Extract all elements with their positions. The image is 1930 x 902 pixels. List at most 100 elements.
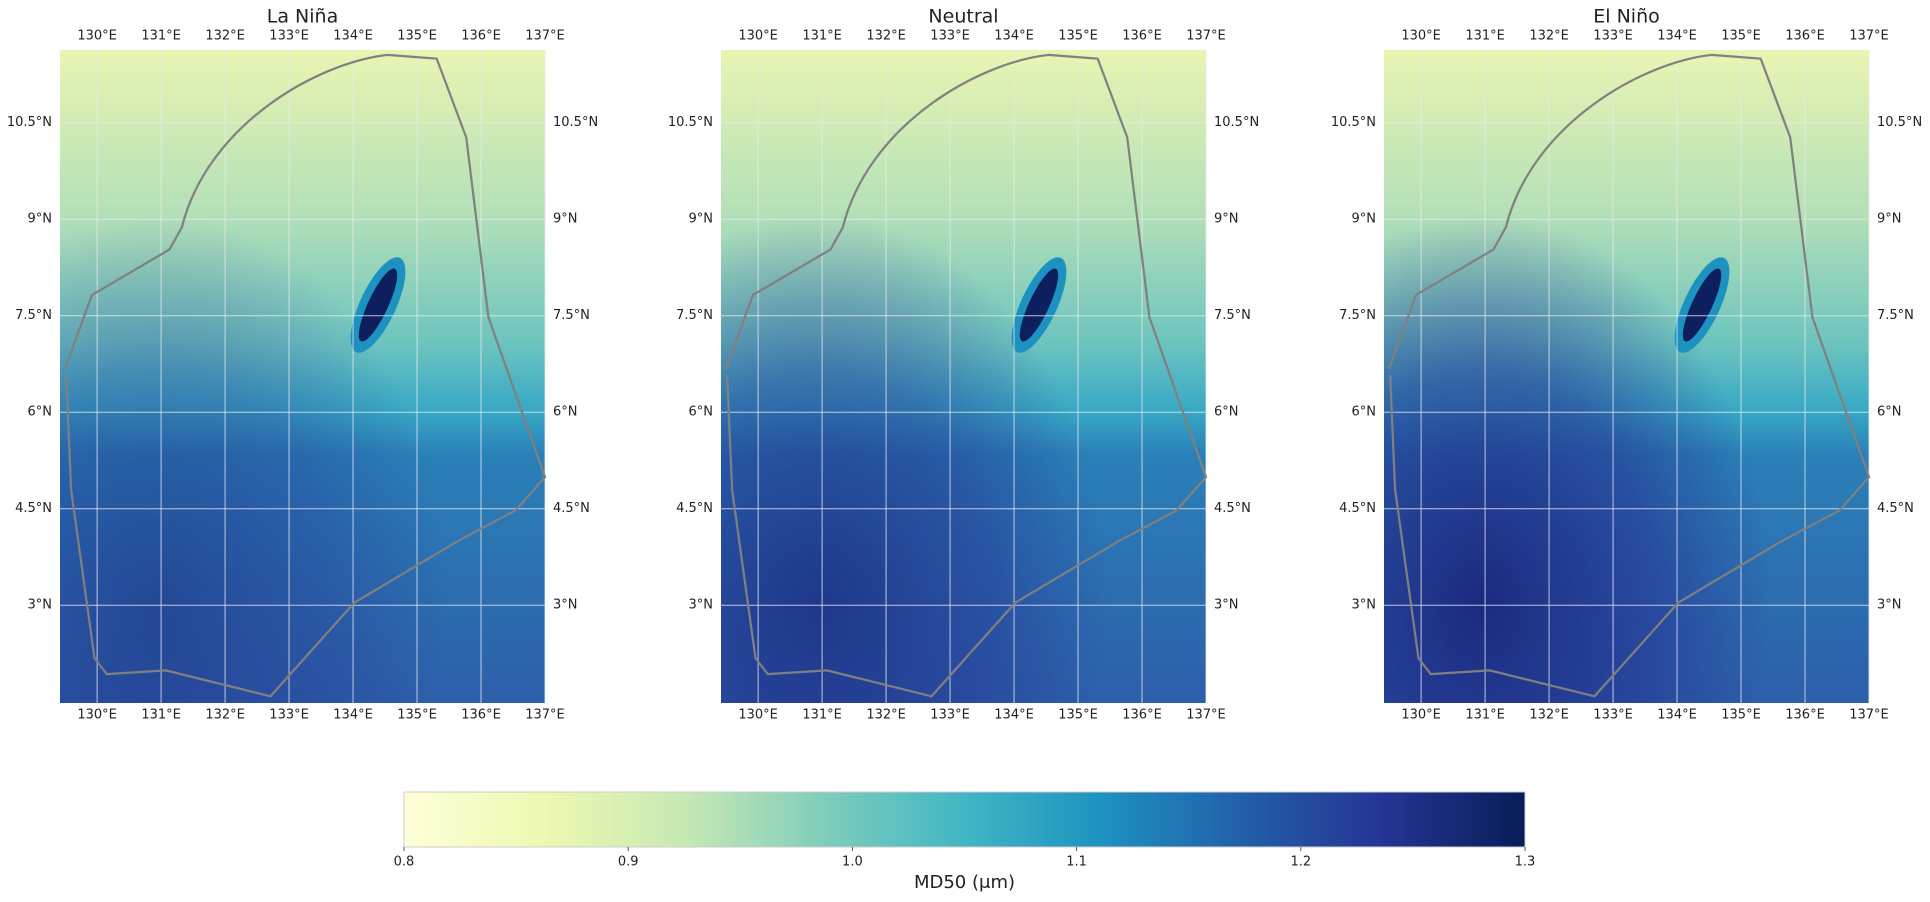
colorbar-tick-label: 1.1 (1066, 855, 1087, 870)
lat-tick-label: 6°N (1877, 405, 1902, 420)
lat-tick-label: 10.5°N (668, 115, 713, 130)
lon-tick-label: 134°E (1657, 708, 1697, 723)
lon-tick-label: 131°E (802, 29, 842, 44)
map-panel (1384, 50, 1869, 703)
lon-tick-label: 135°E (1721, 708, 1761, 723)
lat-tick-label: 3°N (1214, 598, 1239, 613)
colorbar (403, 791, 1526, 848)
lon-tick-label: 135°E (397, 708, 437, 723)
lat-tick-label: 6°N (1214, 405, 1239, 420)
lat-tick-label: 4.5°N (676, 501, 713, 516)
lat-tick-label: 4.5°N (1877, 501, 1914, 516)
lat-tick-label: 9°N (1877, 212, 1902, 227)
lon-tick-label: 130°E (1401, 29, 1441, 44)
field-dark (60, 50, 545, 703)
lat-tick-label: 3°N (689, 598, 714, 613)
lat-tick-label: 7.5°N (553, 308, 590, 323)
lon-tick-label: 135°E (1058, 708, 1098, 723)
island (1019, 268, 1059, 342)
lon-tick-label: 131°E (141, 29, 181, 44)
island (1682, 268, 1722, 342)
lat-tick-label: 7.5°N (676, 308, 713, 323)
lat-tick-label: 10.5°N (553, 115, 598, 130)
map-panel (721, 50, 1206, 703)
lat-tick-label: 4.5°N (1214, 501, 1251, 516)
lon-tick-label: 136°E (1122, 29, 1162, 44)
lon-tick-label: 137°E (1186, 29, 1226, 44)
colorbar-label: MD50 (μm) (914, 872, 1015, 893)
lon-tick-label: 137°E (1849, 708, 1889, 723)
lat-tick-label: 7.5°N (1214, 308, 1251, 323)
map-title: La Niña (267, 6, 338, 28)
lon-tick-label: 135°E (1058, 29, 1098, 44)
field-dark (721, 50, 1206, 703)
lon-tick-label: 135°E (397, 29, 437, 44)
lat-tick-label: 10.5°N (7, 115, 52, 130)
lon-tick-label: 136°E (461, 29, 501, 44)
lat-tick-label: 6°N (28, 405, 53, 420)
lon-tick-label: 136°E (1785, 29, 1825, 44)
lon-tick-label: 133°E (1593, 29, 1633, 44)
lon-tick-label: 134°E (333, 708, 373, 723)
lat-tick-label: 4.5°N (1339, 501, 1376, 516)
lat-tick-label: 7.5°N (15, 308, 52, 323)
lat-tick-label: 9°N (689, 212, 714, 227)
lat-tick-label: 3°N (553, 598, 578, 613)
lat-tick-label: 6°N (689, 405, 714, 420)
lon-tick-label: 137°E (1849, 29, 1889, 44)
colorbar-tick-label: 1.0 (842, 855, 863, 870)
lat-tick-label: 7.5°N (1877, 308, 1914, 323)
lon-tick-label: 132°E (1529, 29, 1569, 44)
lon-tick-label: 130°E (77, 708, 117, 723)
lon-tick-label: 133°E (269, 29, 309, 44)
lat-tick-label: 4.5°N (553, 501, 590, 516)
lon-tick-label: 131°E (1465, 708, 1505, 723)
lon-tick-label: 137°E (525, 29, 565, 44)
island (358, 268, 398, 342)
lon-tick-label: 130°E (1401, 708, 1441, 723)
boundary (1387, 53, 1871, 698)
lat-tick-label: 9°N (28, 212, 53, 227)
lat-tick-label: 6°N (553, 405, 578, 420)
lon-tick-label: 136°E (1785, 708, 1825, 723)
lat-tick-label: 3°N (1877, 598, 1902, 613)
map-title: El Niño (1593, 6, 1659, 28)
lat-tick-label: 3°N (28, 598, 53, 613)
colorbar-tick-label: 1.2 (1290, 855, 1311, 870)
colorbar-tick-label: 0.8 (394, 855, 415, 870)
lon-tick-label: 133°E (1593, 708, 1633, 723)
lat-tick-label: 4.5°N (15, 501, 52, 516)
lon-tick-label: 130°E (738, 708, 778, 723)
lon-tick-label: 132°E (205, 29, 245, 44)
lon-tick-label: 137°E (525, 708, 565, 723)
lon-tick-label: 133°E (930, 708, 970, 723)
lon-tick-label: 133°E (269, 708, 309, 723)
lon-tick-label: 136°E (1122, 708, 1162, 723)
lon-tick-label: 132°E (205, 708, 245, 723)
colorbar-tick-label: 0.9 (618, 855, 639, 870)
lon-tick-label: 135°E (1721, 29, 1761, 44)
map-title: Neutral (928, 6, 998, 28)
boundary (63, 53, 547, 698)
lat-tick-label: 9°N (1352, 212, 1377, 227)
lon-tick-label: 137°E (1186, 708, 1226, 723)
field-dark (1384, 50, 1869, 703)
lat-tick-label: 9°N (553, 212, 578, 227)
lon-tick-label: 134°E (1657, 29, 1697, 44)
lat-tick-label: 6°N (1352, 405, 1377, 420)
lon-tick-label: 134°E (333, 29, 373, 44)
lon-tick-label: 134°E (994, 29, 1034, 44)
lon-tick-label: 132°E (866, 29, 906, 44)
boundary (724, 53, 1208, 698)
lon-tick-label: 131°E (802, 708, 842, 723)
colorbar-tick-label: 1.3 (1515, 855, 1536, 870)
lon-tick-label: 132°E (1529, 708, 1569, 723)
lat-tick-label: 10.5°N (1214, 115, 1259, 130)
lat-tick-label: 10.5°N (1877, 115, 1922, 130)
lon-tick-label: 136°E (461, 708, 501, 723)
lat-tick-label: 9°N (1214, 212, 1239, 227)
lon-tick-label: 131°E (141, 708, 181, 723)
lat-tick-label: 7.5°N (1339, 308, 1376, 323)
lat-tick-label: 10.5°N (1331, 115, 1376, 130)
